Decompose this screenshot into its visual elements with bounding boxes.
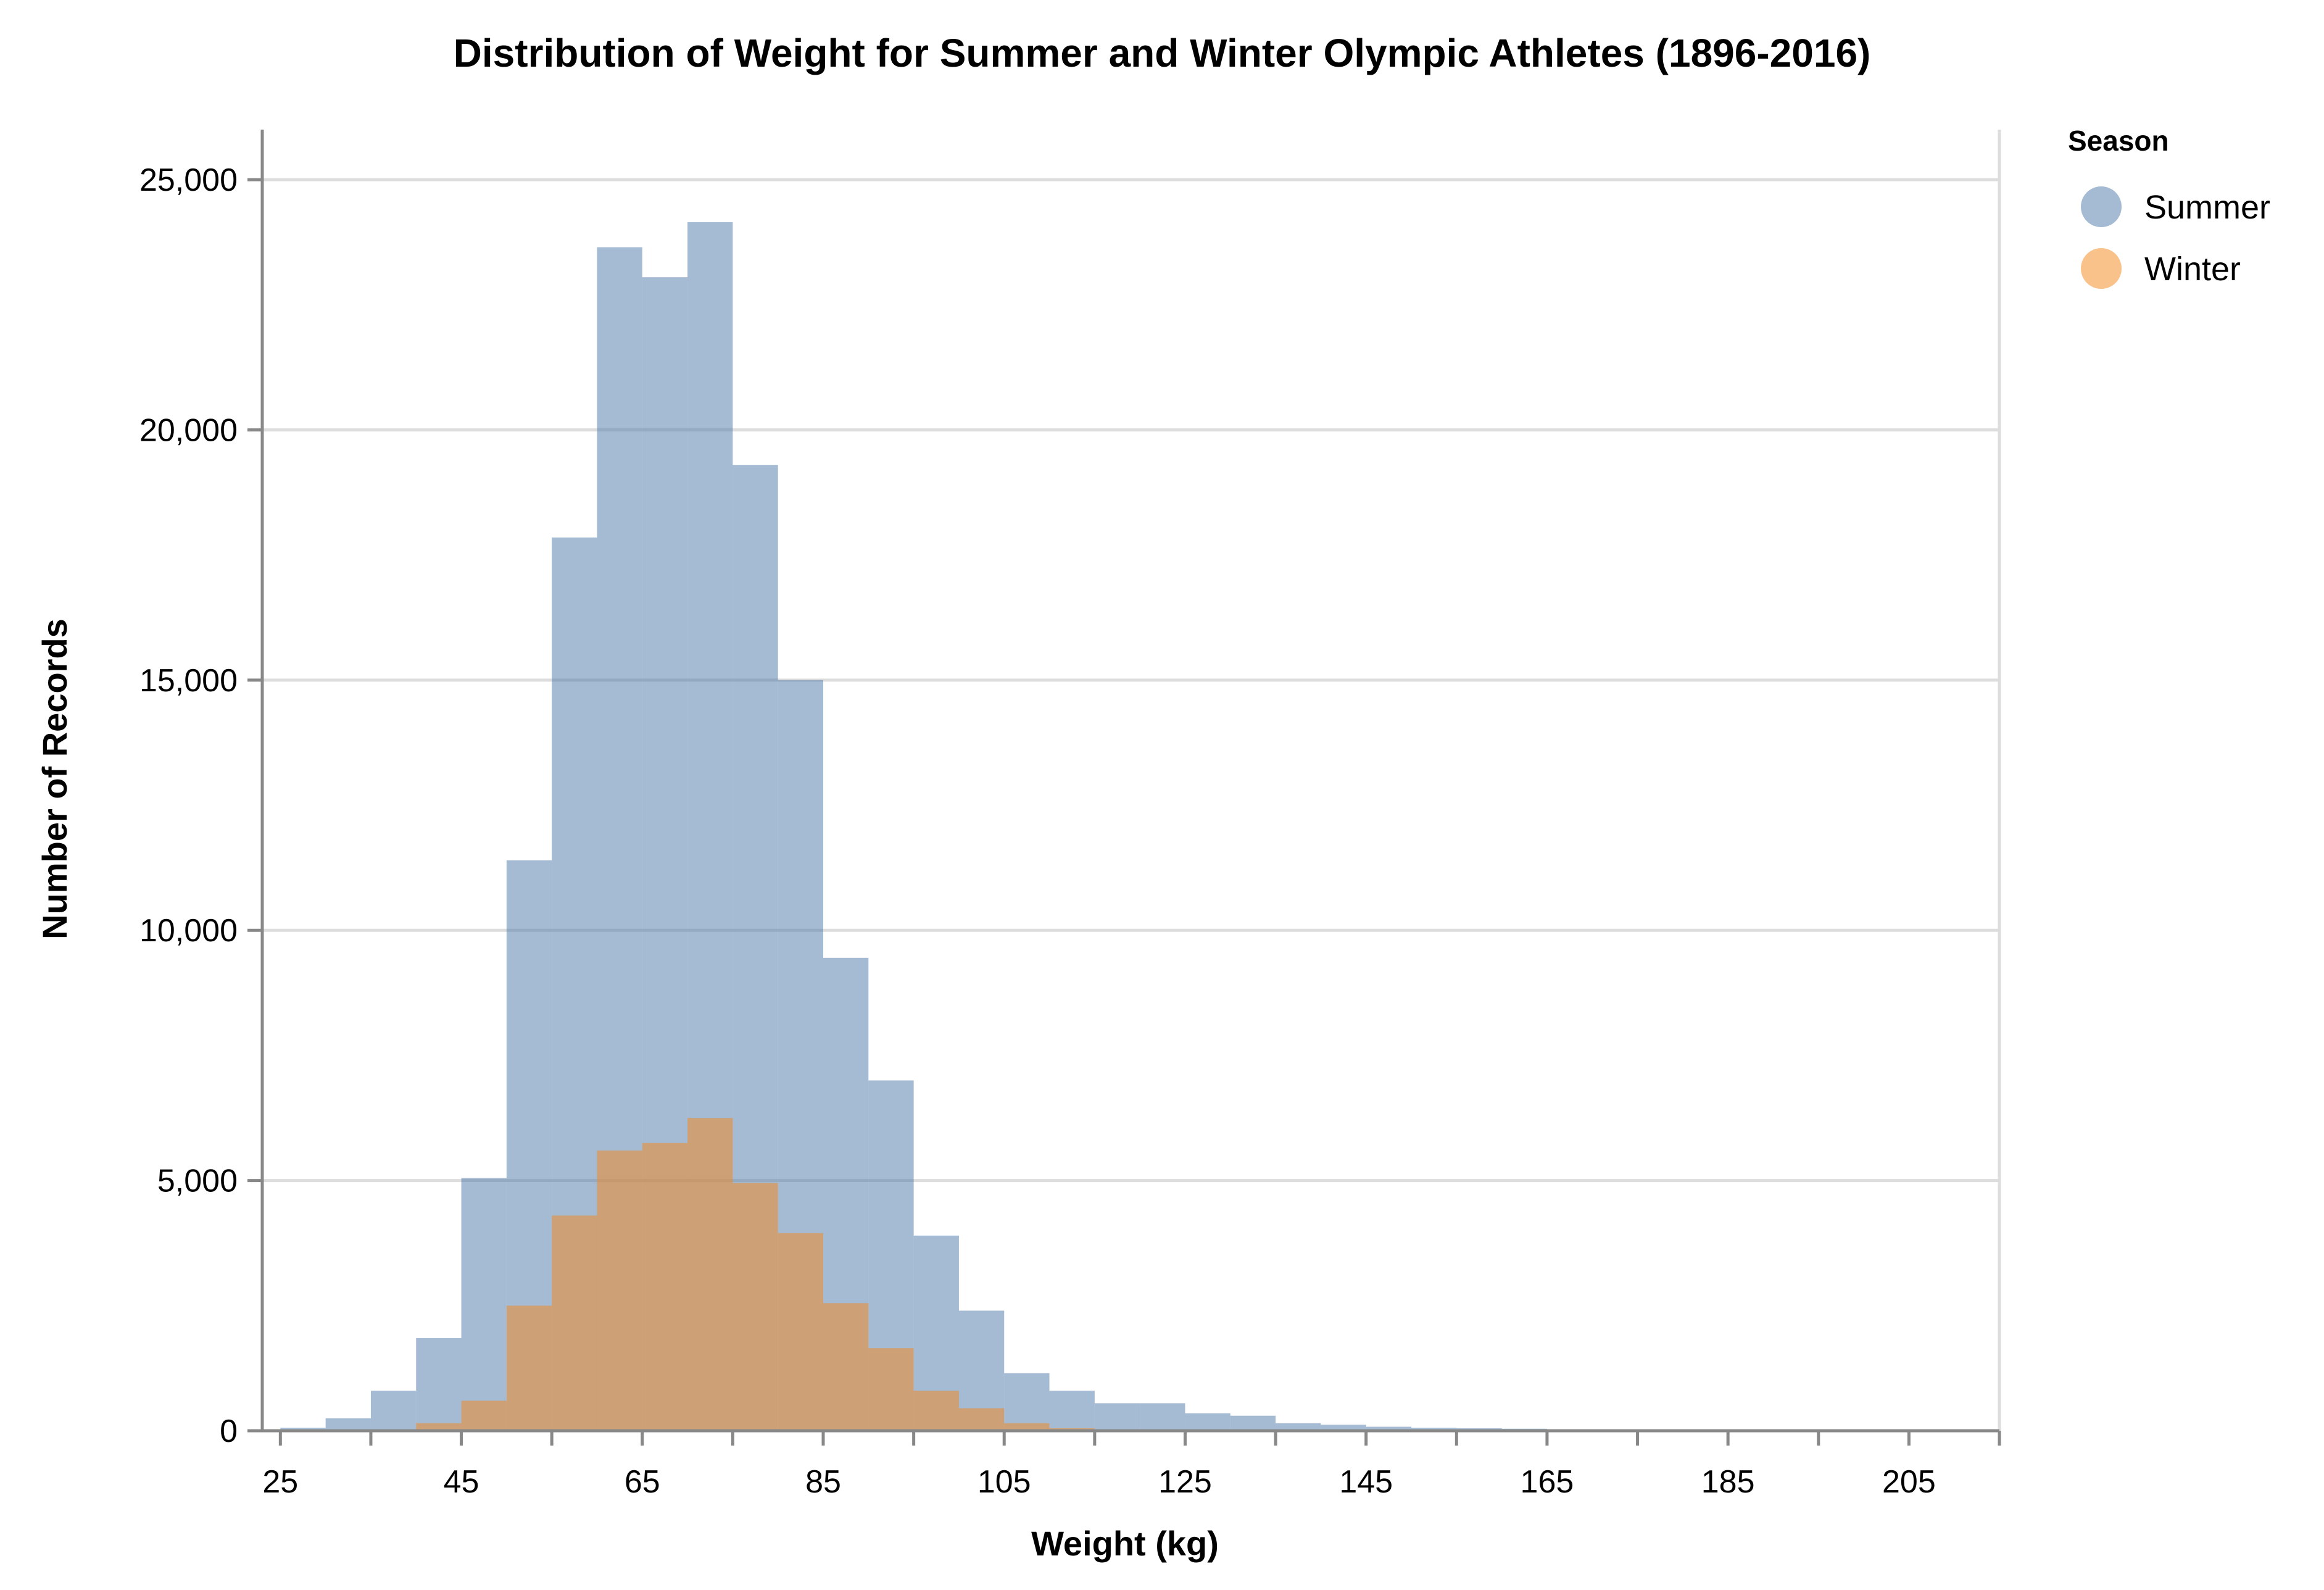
x-tick-label: 185: [1701, 1464, 1755, 1500]
axes: 0 5,000 10,000 15,000 20,000 25,000 25 45 65 85 10…: [139, 130, 2001, 1500]
legend-swatch-summer: [2081, 186, 2122, 227]
y-tick-label: 20,000: [139, 412, 238, 448]
bar-winter: [687, 1118, 733, 1431]
bar-winter: [416, 1423, 462, 1431]
bar-winter: [823, 1303, 869, 1431]
bar-summer: [1140, 1403, 1185, 1431]
y-axis-title: Number of Records: [35, 618, 74, 939]
chart-title: Distribution of Weight for Summer and Wi…: [454, 31, 1871, 75]
bar-winter: [1004, 1423, 1050, 1431]
bar-summer: [1049, 1391, 1095, 1431]
x-tick-label: 125: [1158, 1464, 1212, 1500]
y-tick-label: 5,000: [157, 1163, 238, 1199]
legend: Season Summer Winter: [2068, 125, 2270, 289]
bar-winter: [552, 1215, 597, 1431]
bars: [280, 222, 1999, 1431]
legend-label-winter: Winter: [2144, 251, 2241, 288]
bar-summer: [1230, 1415, 1276, 1431]
x-tick-label: 85: [805, 1464, 841, 1500]
x-tick-label: 45: [444, 1464, 479, 1500]
bar-summer: [1185, 1413, 1230, 1431]
x-axis-title: Weight (kg): [1031, 1524, 1219, 1563]
y-tick-label: 0: [220, 1413, 238, 1449]
x-tick-label: 105: [977, 1464, 1031, 1500]
bar-summer: [1004, 1373, 1050, 1431]
bar-summer: [461, 1178, 507, 1431]
x-tick-label: 145: [1339, 1464, 1393, 1500]
bar-winter: [958, 1408, 1005, 1431]
bar-summer: [1276, 1423, 1321, 1431]
bar-winter: [778, 1233, 824, 1431]
bar-summer: [325, 1418, 371, 1431]
y-tick-label: 15,000: [139, 663, 238, 699]
bar-winter: [642, 1143, 688, 1431]
bar-winter: [461, 1401, 507, 1431]
bar-winter: [506, 1305, 552, 1431]
x-tick-label: 65: [625, 1464, 660, 1500]
bar-summer: [1366, 1426, 1412, 1431]
legend-label-summer: Summer: [2144, 189, 2270, 226]
bar-summer: [370, 1391, 417, 1431]
legend-title: Season: [2068, 125, 2169, 157]
bar-winter: [597, 1150, 642, 1431]
legend-swatch-winter: [2081, 248, 2122, 289]
x-tick-label: 205: [1882, 1464, 1936, 1500]
bar-summer: [1321, 1425, 1366, 1431]
y-tick-label: 25,000: [139, 162, 238, 198]
bar-summer: [1094, 1403, 1140, 1431]
x-tick-label: 25: [262, 1464, 298, 1500]
x-tick-label: 165: [1521, 1464, 1574, 1500]
bar-winter: [732, 1183, 778, 1431]
y-tick-label: 10,000: [139, 913, 238, 949]
bar-summer: [416, 1338, 462, 1431]
bar-winter: [913, 1391, 959, 1431]
bar-winter: [868, 1348, 914, 1431]
